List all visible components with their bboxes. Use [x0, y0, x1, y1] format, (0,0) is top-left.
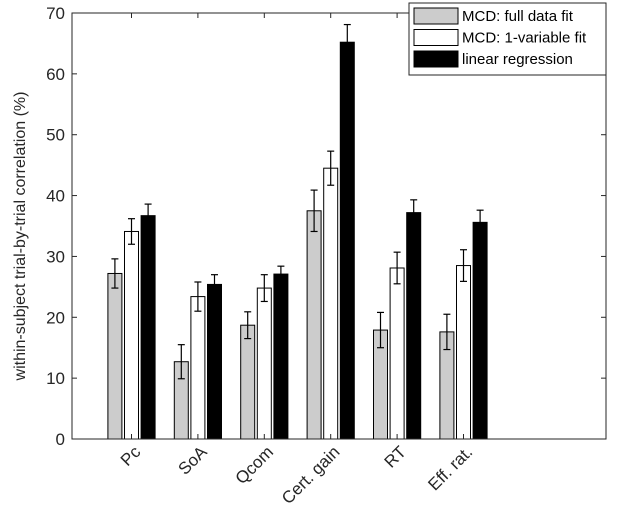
bar	[190, 296, 206, 440]
y-tick-label: 20	[46, 308, 65, 327]
legend-swatch	[413, 50, 459, 68]
bar	[207, 283, 222, 440]
bar	[273, 273, 289, 440]
y-tick-label: 10	[46, 369, 65, 388]
y-tick-label: 60	[46, 65, 65, 84]
y-tick-label: 50	[46, 126, 65, 145]
bar	[240, 324, 256, 440]
bar	[339, 41, 355, 440]
bar	[472, 221, 488, 440]
legend-swatch	[413, 7, 459, 25]
y-tick-label: 70	[46, 4, 65, 23]
legend-swatch	[413, 29, 459, 46]
legend: MCD: full data fit MCD: 1-variable fit lin…	[408, 2, 607, 76]
y-tick-label: 40	[46, 187, 65, 206]
bar	[323, 167, 339, 440]
x-tick-label: Pc	[117, 442, 145, 470]
bar	[256, 287, 272, 440]
legend-label: MCD: 1-variable fit	[462, 30, 587, 47]
axes-box	[71, 12, 607, 440]
bar	[107, 272, 123, 440]
x-tick-label: SoA	[175, 442, 212, 479]
y-tick-label: 30	[46, 247, 65, 266]
x-tick-label: Eff. rat.	[424, 442, 476, 494]
legend-label: MCD: full data fit	[462, 8, 574, 25]
bar	[456, 265, 471, 440]
x-tick-label: Cert. gain	[278, 442, 344, 508]
x-tick-label: Qcom	[232, 442, 277, 487]
plot-area	[107, 23, 488, 440]
legend-label: linear regression	[462, 51, 573, 68]
bar	[306, 210, 322, 440]
y-tick-label: 0	[56, 430, 65, 449]
bar	[406, 212, 422, 440]
x-tick-label: RT	[381, 442, 410, 471]
bar	[389, 267, 405, 440]
bar	[124, 230, 139, 440]
y-axis-label: within-subject trial-by-trial correlatio…	[12, 92, 29, 382]
bar	[140, 215, 156, 440]
